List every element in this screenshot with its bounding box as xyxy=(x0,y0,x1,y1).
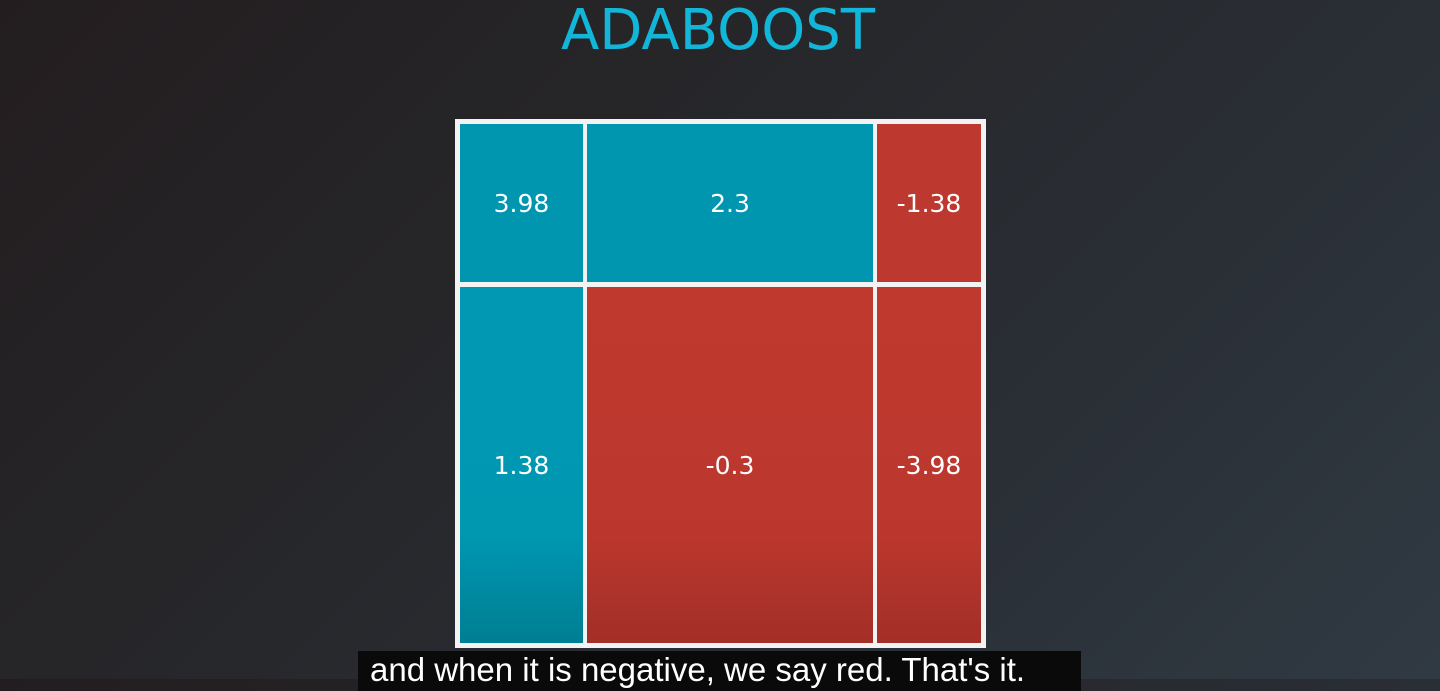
subtitle-caption-bar: and when it is negative, we say red. Tha… xyxy=(358,651,1081,691)
region-cell: -0.3 xyxy=(587,287,873,643)
region-cell: 3.98 xyxy=(460,124,583,282)
region-cell: 2.3 xyxy=(587,124,873,282)
region-cell: -1.38 xyxy=(877,124,981,282)
slide-title: ADABOOST xyxy=(560,0,876,63)
region-cell: 1.38 xyxy=(460,287,583,643)
subtitle-caption-text: and when it is negative, we say red. Tha… xyxy=(370,651,1026,688)
region-cell: -3.98 xyxy=(877,287,981,643)
region-grid: 3.98 2.3 -1.38 1.38 -0.3 -3.98 xyxy=(455,119,986,648)
